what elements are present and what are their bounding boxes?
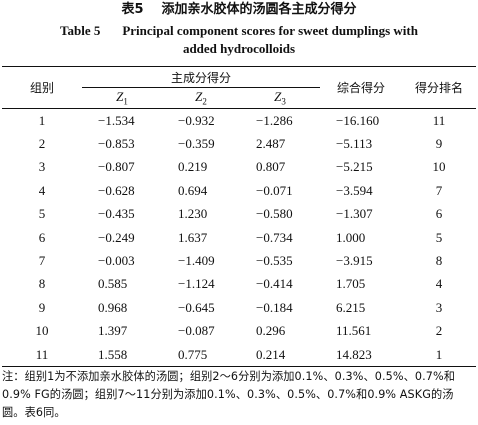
cell-z3: 0.807 bbox=[256, 159, 286, 175]
header-z1: Z1 bbox=[82, 87, 162, 109]
table-row: 7 −0.003 −1.409 −0.535 −3.915 8 bbox=[2, 249, 476, 272]
cell-z1: 0.585 bbox=[98, 276, 128, 292]
cell-z3: −0.580 bbox=[256, 206, 293, 222]
table-row: 11 1.558 0.775 0.214 14.823 1 bbox=[2, 342, 476, 368]
header-z2: Z2 bbox=[162, 87, 240, 109]
table-title-cn-text: 添加亲水胶体的汤圆各主成分得分 bbox=[161, 2, 357, 17]
cell-z2: 0.775 bbox=[162, 342, 240, 368]
cell-z3: −0.184 bbox=[256, 299, 293, 315]
cell-z2: −0.645 bbox=[178, 299, 215, 315]
cell-rank: 2 bbox=[435, 323, 443, 339]
cell-group: 9 bbox=[38, 299, 46, 315]
header-composite-score: 综合得分 bbox=[320, 66, 402, 109]
cell-rank: 6 bbox=[435, 206, 443, 222]
cell-z1: −0.628 bbox=[98, 182, 135, 198]
cell-z3: −0.414 bbox=[256, 276, 293, 292]
table-row: 9 0.968 −0.645 −0.184 6.215 3 bbox=[2, 296, 476, 319]
cell-z2: 1.637 bbox=[178, 229, 208, 245]
cell-composite-score: 6.215 bbox=[336, 299, 366, 315]
cell-z2: −0.087 bbox=[178, 323, 215, 339]
cell-group: 7 bbox=[38, 253, 46, 269]
cell-z1: −1.534 bbox=[98, 112, 135, 128]
cell-z1: 1.558 bbox=[82, 342, 162, 368]
cell-composite-score: 14.823 bbox=[320, 342, 402, 368]
header-group: 组别 bbox=[2, 66, 82, 109]
cell-z2: −0.359 bbox=[178, 136, 215, 152]
cell-composite-score: 1.705 bbox=[336, 276, 366, 292]
cell-group: 5 bbox=[38, 206, 46, 222]
table-row: 2 −0.853 −0.359 2.487 −5.113 9 bbox=[2, 132, 476, 155]
cell-rank: 5 bbox=[435, 229, 443, 245]
header-rank: 得分排名 bbox=[402, 66, 476, 109]
cell-composite-score: −1.307 bbox=[336, 206, 373, 222]
cell-z1: 0.968 bbox=[98, 299, 128, 315]
table-row: 8 0.585 −1.124 −0.414 1.705 4 bbox=[2, 273, 476, 296]
cell-z3: −0.734 bbox=[256, 229, 293, 245]
cell-group: 6 bbox=[38, 229, 46, 245]
cell-rank: 11 bbox=[432, 112, 446, 128]
cell-composite-score: 11.561 bbox=[336, 323, 372, 339]
cell-z3: −1.286 bbox=[256, 112, 293, 128]
cell-z3: 2.487 bbox=[256, 136, 286, 152]
cell-z1: −0.249 bbox=[98, 229, 135, 245]
cell-composite-score: −3.594 bbox=[336, 182, 373, 198]
cell-group: 10 bbox=[35, 323, 49, 339]
cell-rank: 10 bbox=[432, 159, 446, 175]
cell-rank: 4 bbox=[435, 276, 443, 292]
cell-composite-score: −5.215 bbox=[336, 159, 373, 175]
table-row: 1 −1.534 −0.932 −1.286 −16.160 11 bbox=[2, 109, 476, 133]
cell-rank: 1 bbox=[402, 342, 476, 368]
cell-group: 3 bbox=[38, 159, 46, 175]
cell-z1: −0.807 bbox=[98, 159, 135, 175]
cell-rank: 9 bbox=[435, 136, 443, 152]
cell-z2: −1.124 bbox=[178, 276, 215, 292]
cell-z2: 0.219 bbox=[178, 159, 208, 175]
header-principal-score: 主成分得分 bbox=[82, 66, 320, 88]
cell-group: 1 bbox=[38, 112, 46, 128]
table-title-en-line2: added hydrocolloids bbox=[182, 41, 296, 56]
cell-composite-score: −5.113 bbox=[336, 136, 373, 152]
cell-composite-score: −3.915 bbox=[336, 253, 373, 269]
cell-composite-score: −16.160 bbox=[336, 112, 380, 128]
table-number-cn: 表5 bbox=[121, 2, 144, 17]
header-z3: Z3 bbox=[240, 87, 320, 109]
cell-group: 4 bbox=[38, 182, 46, 198]
cell-group: 2 bbox=[38, 136, 46, 152]
cell-group: 8 bbox=[38, 276, 46, 292]
table-row: 6 −0.249 1.637 −0.734 1.000 5 bbox=[2, 226, 476, 249]
table-footnote: 注：组别1为不添加亲水胶体的汤圆；组别2～6分别为添加0.1%、0.3%、0.5… bbox=[2, 370, 455, 419]
header-principal-score-text: 主成分得分 bbox=[170, 70, 231, 85]
table-row: 10 1.397 −0.087 0.296 11.561 2 bbox=[2, 320, 476, 343]
table-row: 4 −0.628 0.694 −0.071 −3.594 7 bbox=[2, 179, 476, 202]
cell-z2: 1.230 bbox=[178, 206, 208, 222]
cell-z3: −0.071 bbox=[256, 182, 293, 198]
table-number-en: Table 5 bbox=[60, 23, 101, 38]
cell-z3: 0.296 bbox=[256, 323, 286, 339]
table-title-en: Table 5 Principal component scores for sw… bbox=[0, 22, 478, 58]
cell-z1: 1.397 bbox=[98, 323, 128, 339]
scores-table: 组别 主成分得分 综合得分 得分排名 Z1 Z2 Z3 1 −1.534 −0.93… bbox=[2, 66, 476, 368]
cell-z1: −0.435 bbox=[98, 206, 135, 222]
cell-z3: 0.214 bbox=[240, 342, 320, 368]
cell-z1: −0.003 bbox=[98, 253, 135, 269]
cell-z2: −1.409 bbox=[178, 253, 215, 269]
table-title-en-line1: Principal component scores for sweet dum… bbox=[122, 23, 418, 38]
cell-z2: −0.932 bbox=[178, 112, 215, 128]
cell-group: 11 bbox=[2, 342, 82, 368]
cell-z3: −0.535 bbox=[256, 253, 293, 269]
table-row: 5 −0.435 1.230 −0.580 −1.307 6 bbox=[2, 203, 476, 226]
table-title-cn: 表5 添加亲水胶体的汤圆各主成分得分 bbox=[0, 2, 478, 18]
cell-z2: 0.694 bbox=[178, 182, 208, 198]
table-row: 3 −0.807 0.219 0.807 −5.215 10 bbox=[2, 156, 476, 179]
cell-z1: −0.853 bbox=[98, 136, 135, 152]
cell-rank: 7 bbox=[435, 182, 443, 198]
cell-composite-score: 1.000 bbox=[336, 229, 366, 245]
cell-rank: 3 bbox=[435, 299, 443, 315]
cell-rank: 8 bbox=[435, 253, 443, 269]
